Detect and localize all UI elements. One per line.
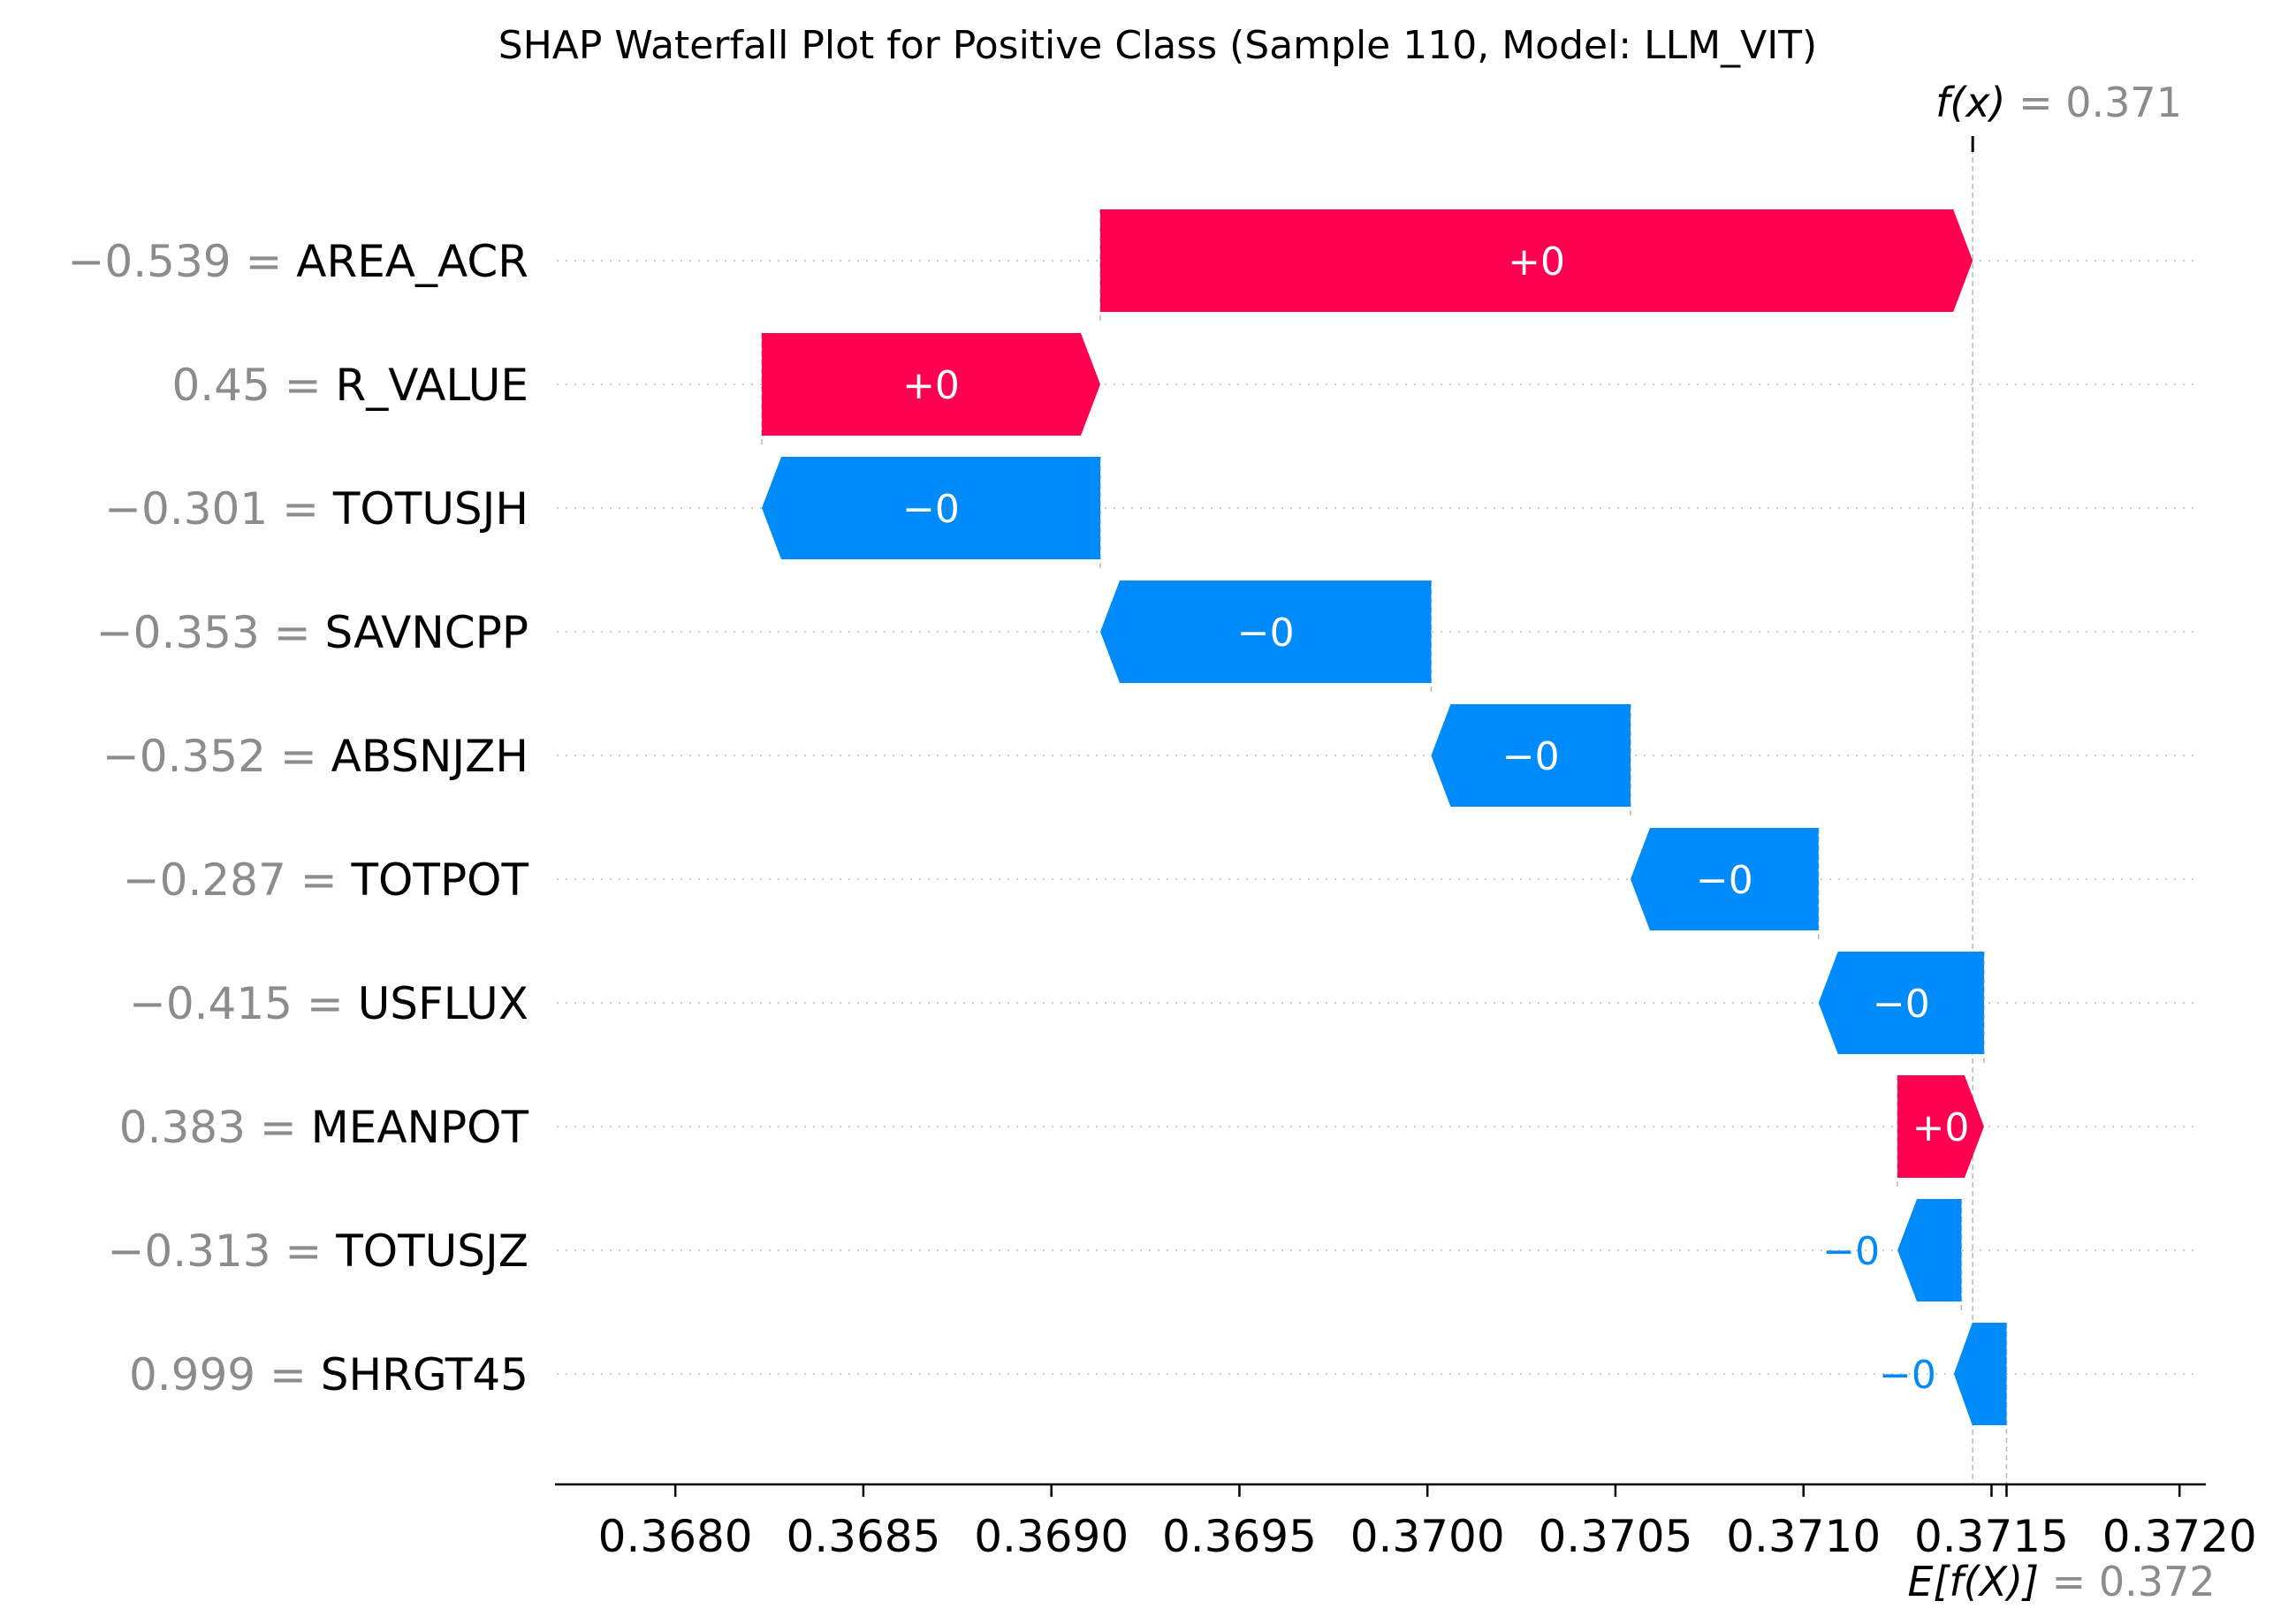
waterfall-bar-shrgt45	[1953, 1323, 2007, 1425]
fx-value: 0.371	[2065, 79, 2182, 126]
feature-value: −0.287	[123, 854, 286, 906]
feature-equals: =	[270, 360, 336, 411]
feature-equals: =	[268, 483, 333, 535]
x-tick-label: 0.3710	[1726, 1511, 1881, 1562]
feature-name: SAVNCPP	[325, 607, 529, 658]
feature-name: AREA_ACR	[296, 236, 528, 287]
waterfall-bar-totpot	[1630, 828, 1819, 930]
bar-value-label: +0	[1508, 239, 1565, 285]
x-tick-label: 0.3700	[1350, 1511, 1505, 1562]
feature-equals: =	[232, 236, 297, 287]
efx-annotation: E[f(X)] = 0.372	[1907, 1558, 2215, 1605]
waterfall-bar-savncpp	[1099, 581, 1432, 683]
feature-label: −0.353 = SAVNCPP	[96, 607, 528, 658]
feature-value: 0.999	[129, 1349, 255, 1400]
feature-value: 0.45	[171, 360, 270, 411]
feature-equals: =	[271, 1226, 337, 1277]
x-tick-label: 0.3695	[1162, 1511, 1317, 1562]
x-tick-label: 0.3685	[786, 1511, 940, 1562]
waterfall-bar-meanpot	[1897, 1075, 1984, 1178]
waterfall-bar-area-acr	[1099, 209, 1973, 312]
fx-annotation: f(x) = 0.371	[1935, 79, 2182, 126]
waterfall-bar-r-value	[762, 333, 1100, 436]
efx-name: E[f(X)]	[1907, 1558, 2039, 1605]
feature-value: 0.383	[119, 1102, 246, 1153]
feature-name: TOTUSJH	[332, 483, 528, 535]
x-tick-label: 0.3680	[598, 1511, 753, 1562]
feature-value: −0.539	[68, 236, 232, 287]
waterfall-bar-absnjzh	[1431, 704, 1631, 807]
chart-title: SHAP Waterfall Plot for Positive Class (…	[498, 23, 1817, 68]
fx-name: f(x)	[1935, 79, 2005, 126]
x-tick-label: 0.3705	[1538, 1511, 1692, 1562]
feature-value: −0.301	[104, 483, 268, 535]
feature-value: −0.352	[103, 731, 266, 782]
bar-value-label: −0	[902, 487, 960, 532]
feature-name: R_VALUE	[335, 360, 528, 411]
feature-label: −0.287 = TOTPOT	[123, 854, 529, 906]
feature-name: USFLUX	[358, 978, 528, 1029]
efx-value: 0.372	[2099, 1558, 2216, 1605]
feature-name: SHRGT45	[321, 1349, 528, 1400]
feature-label: −0.415 = USFLUX	[129, 978, 528, 1029]
feature-label: −0.301 = TOTUSJH	[104, 483, 528, 535]
bar-value-label: +0	[1912, 1105, 1970, 1150]
feature-equals: =	[286, 854, 352, 906]
feature-label: −0.352 = ABSNJZH	[103, 731, 528, 782]
x-tick-label: 0.3690	[974, 1511, 1129, 1562]
feature-label: 0.383 = MEANPOT	[119, 1102, 529, 1153]
fx-equals: =	[2005, 79, 2065, 126]
waterfall-bar-usflux	[1818, 952, 1984, 1054]
feature-value: −0.415	[129, 978, 293, 1029]
bar-value-label: −0	[1879, 1353, 1936, 1398]
feature-name: ABSNJZH	[331, 731, 528, 782]
feature-equals: =	[255, 1349, 321, 1400]
feature-equals: =	[293, 978, 358, 1029]
feature-value: −0.353	[96, 607, 260, 658]
feature-name: TOTPOT	[351, 854, 529, 906]
bar-value-label: −0	[1873, 982, 1930, 1027]
efx-equals: =	[2039, 1558, 2099, 1605]
waterfall-bar-totusjh	[762, 457, 1100, 559]
waterfall-bar-totusjz	[1897, 1199, 1962, 1301]
feature-name: TOTUSJZ	[335, 1226, 528, 1277]
feature-equals: =	[246, 1102, 311, 1153]
feature-equals: =	[266, 731, 331, 782]
bar-value-label: −0	[1237, 611, 1295, 656]
bar-value-label: −0	[1696, 858, 1753, 903]
feature-value: −0.313	[107, 1226, 270, 1277]
feature-equals: =	[260, 607, 325, 658]
bar-value-label: −0	[1822, 1229, 1880, 1274]
feature-label: 0.999 = SHRGT45	[129, 1349, 528, 1400]
feature-label: −0.313 = TOTUSJZ	[107, 1226, 528, 1277]
feature-name: MEANPOT	[311, 1102, 529, 1153]
bar-value-label: +0	[902, 363, 960, 408]
feature-label: 0.45 = R_VALUE	[171, 360, 528, 411]
x-tick-label: 0.3720	[2102, 1511, 2257, 1562]
bar-value-label: −0	[1502, 734, 1560, 779]
x-tick-label: 0.3715	[1914, 1511, 2069, 1562]
feature-label: −0.539 = AREA_ACR	[68, 236, 528, 287]
